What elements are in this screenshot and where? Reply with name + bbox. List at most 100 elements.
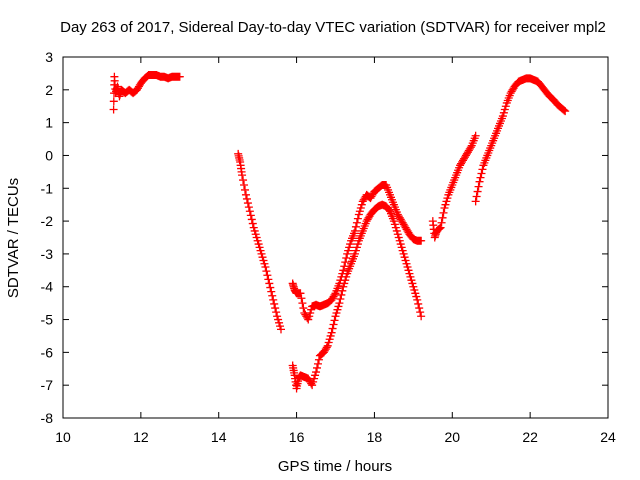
data-point-track-3 (417, 236, 426, 245)
data-point-track-6 (473, 187, 482, 196)
data-point-track-4 (313, 363, 322, 372)
data-point-track-2 (270, 299, 279, 308)
data-point-track-2 (272, 308, 281, 317)
data-point-track-4 (322, 343, 331, 352)
data-point-track-6 (476, 173, 485, 182)
data-point-track-2 (262, 267, 271, 276)
data-point-track-6 (559, 105, 568, 114)
data-point-track-5 (439, 208, 448, 217)
data-point-track-2 (243, 199, 252, 208)
data-point-track-2 (266, 283, 275, 292)
y-axis: -8 -7 -6 -5 -4 -3 -2 -1 0 1 2 3 (41, 49, 608, 426)
data-point-track-2 (240, 180, 249, 189)
data-point-track-3 (352, 218, 361, 227)
data-point-track-2 (241, 190, 250, 199)
y-tick-label: 0 (45, 147, 53, 163)
data-point-track-2 (269, 295, 278, 304)
data-point-track-2 (261, 263, 270, 272)
data-point-track-2 (267, 287, 276, 296)
data-point-track-2 (246, 211, 255, 220)
data-point-track-3 (353, 214, 362, 223)
data-point-track-4 (416, 308, 425, 317)
data-point-track-2 (265, 279, 274, 288)
data-point-track-3 (299, 304, 308, 313)
data-point-track-4 (338, 286, 347, 295)
data-point-track-2 (277, 325, 285, 334)
data-point-track-3 (298, 299, 307, 308)
data-point-track-4 (312, 368, 321, 377)
y-tick-label: -4 (41, 279, 54, 295)
data-point-track-4 (307, 379, 316, 388)
y-tick-label: -2 (41, 213, 54, 229)
data-point-track-2 (238, 171, 247, 180)
data-point-track-4 (327, 328, 336, 337)
data-point-track-4 (328, 324, 337, 333)
data-point-track-5 (438, 213, 447, 222)
data-point-track-4 (414, 299, 423, 308)
data-point-track-4 (417, 312, 426, 321)
data-point-track-4 (337, 290, 346, 299)
data-point-track-4 (330, 316, 339, 325)
data-point-track-1 (175, 72, 184, 81)
data-point-track-2 (248, 219, 257, 228)
x-tick-label: 24 (600, 429, 616, 445)
data-point-track-6 (478, 165, 487, 174)
data-point-track-3 (351, 222, 360, 231)
data-point-track-3 (297, 294, 306, 303)
x-axis-label: GPS time / hours (278, 458, 392, 475)
data-point-track-3 (303, 313, 312, 322)
y-tick-label: -7 (41, 377, 54, 393)
data-point-track-3 (341, 258, 350, 267)
x-tick-label: 16 (289, 429, 305, 445)
data-point-track-4 (385, 206, 394, 215)
data-point-track-2 (264, 275, 273, 284)
data-point-track-6 (471, 197, 480, 206)
data-point-track-4 (335, 299, 344, 308)
data-point-track-3 (350, 226, 359, 235)
chart-title: Day 263 of 2017, Sidereal Day-to-day VTE… (60, 19, 606, 36)
x-axis: 10 12 14 16 18 20 22 24 (55, 57, 616, 445)
data-point-track-4 (313, 359, 322, 368)
data-point-track-6 (560, 106, 569, 115)
data-point-track-5 (471, 131, 480, 140)
y-tick-label: -5 (41, 312, 54, 328)
y-tick-label: 2 (45, 82, 53, 98)
data-points (109, 71, 570, 393)
data-point-track-1 (109, 97, 118, 106)
data-point-track-2 (240, 185, 249, 194)
x-tick-label: 18 (367, 429, 383, 445)
y-tick-label: -1 (41, 180, 54, 196)
data-point-track-2 (239, 176, 248, 185)
data-point-track-6 (475, 177, 484, 186)
data-point-track-4 (336, 295, 345, 304)
data-point-track-6 (561, 107, 570, 116)
x-tick-label: 12 (133, 429, 149, 445)
data-point-track-4 (413, 295, 422, 304)
x-tick-label: 14 (211, 429, 227, 445)
y-tick-label: -6 (41, 344, 54, 360)
data-point-track-2 (247, 215, 256, 224)
data-point-track-4 (329, 320, 338, 329)
data-point-track-3 (342, 254, 351, 263)
data-point-track-5 (466, 143, 475, 152)
data-point-track-6 (474, 182, 483, 191)
y-tick-label: -8 (41, 410, 54, 426)
data-point-track-2 (244, 203, 253, 212)
data-point-track-6 (472, 192, 481, 201)
y-axis-label: SDTVAR / TECUs (5, 178, 22, 298)
x-tick-label: 22 (522, 429, 538, 445)
data-point-track-3 (330, 290, 339, 299)
data-point-track-6 (477, 169, 486, 178)
y-tick-label: 1 (45, 115, 53, 131)
data-point-track-2 (271, 304, 280, 313)
data-point-track-4 (314, 355, 323, 364)
data-point-track-2 (263, 271, 272, 280)
x-tick-label: 20 (444, 429, 460, 445)
data-point-track-4 (415, 304, 424, 313)
data-point-track-5 (437, 218, 446, 227)
plot-area (62, 56, 609, 419)
data-point-track-2 (245, 207, 254, 216)
x-tick-label: 10 (55, 429, 71, 445)
data-point-track-5 (434, 225, 443, 234)
